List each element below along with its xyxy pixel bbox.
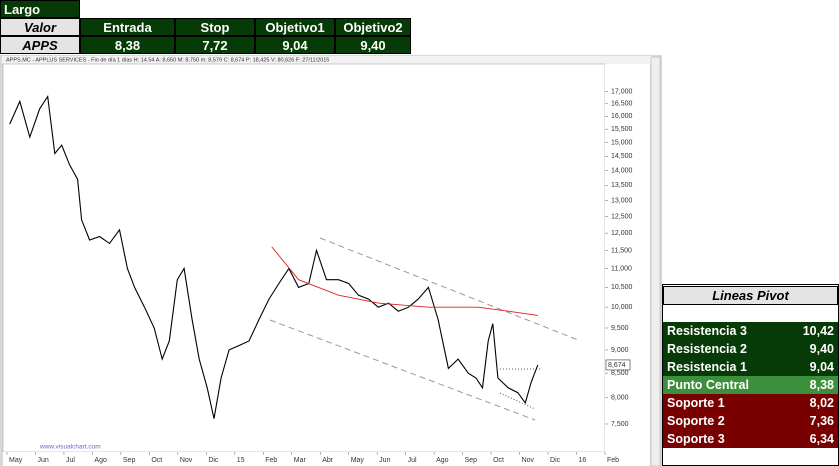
channel-upper	[319, 237, 579, 341]
pivot-row: Soporte 3 6,34	[663, 430, 838, 448]
pivot-row: Punto Central 8,38	[663, 376, 838, 394]
x-tick-label: Dic	[208, 457, 219, 464]
last-price-box	[605, 359, 631, 371]
y-tick-label: 7,500	[611, 421, 629, 428]
trade-header: Objetivo1	[255, 18, 335, 36]
x-tick-label: Dic	[550, 457, 561, 464]
trade-header: Objetivo2	[335, 18, 411, 36]
y-tick-label: 16,000	[611, 113, 633, 120]
y-tick-label: 11,500	[611, 247, 632, 254]
pivot-label: Soporte 3	[667, 432, 725, 446]
y-tick-label: 8,000	[611, 395, 629, 402]
x-tick-label: Sep	[123, 457, 136, 464]
pivot-row: Soporte 2 7,36	[663, 412, 838, 430]
pivot-value: 6,34	[809, 432, 834, 446]
y-tick-label: 15,000	[611, 139, 633, 146]
price-line	[9, 94, 539, 419]
y-tick-label: 15,500	[611, 126, 633, 133]
x-tick-label: Ago	[94, 457, 107, 464]
y-tick-label: 14,500	[611, 153, 633, 160]
x-tick-label: 16	[579, 457, 587, 464]
pivot-value: 8,38	[809, 378, 834, 392]
x-tick-label: Sep	[465, 457, 478, 464]
chart-header: APPS.MC - APPLUS SERVICES - Fin de día 1…	[6, 57, 329, 63]
trade-cell: 7,72	[175, 36, 255, 54]
pivot-value: 10,42	[802, 324, 834, 338]
chart: APPS.MC - APPLUS SERVICES - Fin de día 1…	[0, 55, 662, 466]
x-tick-label: Oct	[493, 457, 504, 464]
x-tick-label: May	[9, 457, 23, 464]
y-tick-label: 8,500	[611, 370, 629, 377]
y-tick-label: 13,500	[611, 182, 633, 189]
trade-cell: APPS	[0, 36, 80, 54]
trade-header: Valor	[0, 18, 80, 36]
y-tick-label: 9,000	[611, 347, 629, 354]
level-line	[499, 392, 536, 410]
pivot-title: Lineas Pivot	[663, 286, 838, 305]
pivot-value: 7,36	[809, 414, 834, 428]
pivot-value: 8,02	[809, 396, 834, 410]
pivot-value: 9,40	[809, 342, 834, 356]
y-tick-label: 16,500	[611, 101, 633, 108]
x-tick-label: Jul	[408, 457, 417, 464]
watermark: www.visualchart.com	[39, 444, 101, 451]
channel-lower	[269, 319, 536, 421]
y-tick-label: 12,000	[611, 230, 633, 237]
x-tick-label: Jun	[37, 457, 48, 464]
y-tick-label: 17,000	[611, 89, 633, 96]
trade-cell: 9,40	[335, 36, 411, 54]
trade-header: Entrada	[80, 18, 175, 36]
y-tick-label: 13,000	[611, 197, 633, 204]
pivot-label: Resistencia 2	[667, 342, 747, 356]
pivot-row: Resistencia 3 10,42	[663, 322, 838, 340]
x-tick-label: May	[351, 457, 365, 464]
x-tick-label: Mar	[294, 457, 307, 464]
trade-cell: 9,04	[255, 36, 335, 54]
pivot-label: Punto Central	[667, 378, 749, 392]
x-tick-label: Abr	[322, 457, 334, 464]
plot-area	[2, 63, 606, 453]
y-axis-area	[605, 64, 650, 452]
pivot-row: Resistencia 1 9,04	[663, 358, 838, 376]
header-strip	[2, 56, 652, 64]
x-tick-label: Feb	[265, 457, 277, 464]
price-line	[271, 246, 538, 316]
pivot-label: Soporte 1	[667, 396, 725, 410]
x-tick-label: Nov	[180, 457, 193, 464]
pivot-value: 9,04	[809, 360, 834, 374]
pivot-label: Soporte 2	[667, 414, 725, 428]
x-tick-label: Jul	[66, 457, 75, 464]
scrollbar	[650, 56, 661, 466]
x-axis-area	[3, 452, 650, 466]
x-tick-label: Oct	[151, 457, 162, 464]
y-tick-label: 12,500	[611, 213, 633, 220]
trade-header: Stop	[175, 18, 255, 36]
y-tick-label: 10,000	[611, 304, 633, 311]
y-tick-label: 14,000	[611, 167, 633, 174]
y-tick-label: 11,000	[611, 265, 632, 272]
pivot-label: Resistencia 3	[667, 324, 747, 338]
last-price-label: 8,674	[608, 362, 626, 369]
trade-title: Largo	[0, 0, 80, 18]
trade-cell: 8,38	[80, 36, 175, 54]
x-tick-label: Jun	[379, 457, 390, 464]
y-tick-label: 10,500	[611, 284, 633, 291]
pivot-row: Resistencia 2 9,40	[663, 340, 838, 358]
x-tick-label: Nov	[522, 457, 535, 464]
y-tick-label: 9,500	[611, 325, 629, 332]
pivot-label: Resistencia 1	[667, 360, 747, 374]
pivot-row: Soporte 1 8,02	[663, 394, 838, 412]
x-tick-label: 15	[237, 457, 245, 464]
x-tick-label: Ago	[436, 457, 449, 464]
x-tick-label: Feb	[607, 457, 619, 464]
